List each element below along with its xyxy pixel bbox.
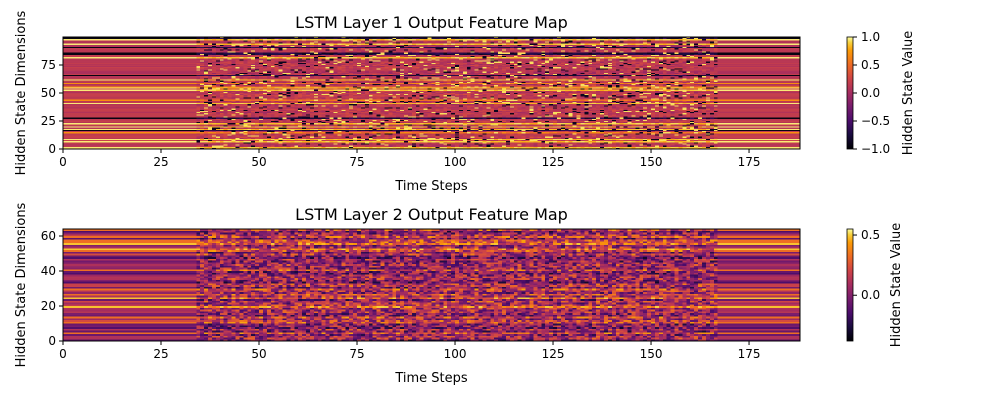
plot-frame-2 bbox=[62, 228, 801, 342]
x-tick-label: 125 bbox=[542, 347, 565, 361]
y-tick-label: 25 bbox=[41, 114, 56, 128]
x-tick-label: 175 bbox=[738, 155, 761, 169]
colorbar-tick-label: −1.0 bbox=[861, 142, 890, 156]
x-tick-label: 125 bbox=[542, 155, 565, 169]
y-tick-label: 20 bbox=[41, 299, 56, 313]
y-tick-label: 0 bbox=[48, 142, 56, 156]
x-tick-label: 150 bbox=[640, 347, 663, 361]
heatmap-2 bbox=[63, 229, 800, 341]
y-tick-label: 50 bbox=[41, 86, 56, 100]
x-tick-label: 175 bbox=[738, 347, 761, 361]
colorbar-ramp-1 bbox=[846, 36, 854, 150]
colorbar-tick-label: 0.0 bbox=[861, 288, 880, 302]
y-axis-label-1: Hidden State Dimensions bbox=[14, 10, 29, 175]
colorbar-1: 1.0 0.5 0.0 −0.5 −1.0 Hidden State Value bbox=[846, 30, 916, 156]
colorbar-tick-label: 0.5 bbox=[861, 228, 880, 242]
heatmap-image-1 bbox=[63, 37, 800, 149]
colorbar-ticks-1: 1.0 0.5 0.0 −0.5 −1.0 bbox=[853, 30, 890, 156]
colorbar-label-1: Hidden State Value bbox=[901, 31, 916, 156]
x-tick-label: 150 bbox=[640, 155, 663, 169]
heatmap-1 bbox=[63, 37, 800, 149]
colorbar-tick-label: −0.5 bbox=[861, 114, 890, 128]
colorbar-tick-label: 1.0 bbox=[861, 30, 880, 44]
colorbar-ticks-2: 0.5 0.0 bbox=[853, 228, 880, 302]
colorbar-label-2: Hidden State Value bbox=[889, 223, 904, 348]
x-axis-label-1: Time Steps bbox=[394, 179, 468, 194]
y-tick-label: 60 bbox=[41, 229, 56, 243]
heatmap-image-2 bbox=[63, 229, 800, 341]
y-tick-label: 40 bbox=[41, 264, 56, 278]
y-tick-label: 75 bbox=[41, 58, 56, 72]
x-tick-label: 25 bbox=[153, 347, 168, 361]
colorbar-tick-label: 0.5 bbox=[861, 58, 880, 72]
y-axis-label-2: Hidden State Dimensions bbox=[14, 202, 29, 367]
x-tick-label: 0 bbox=[59, 155, 67, 169]
x-tick-label: 25 bbox=[153, 155, 168, 169]
panel-layer-1: LSTM Layer 1 Output Feature Map 0 25 50 75 1… bbox=[14, 10, 916, 194]
y-tick-label: 0 bbox=[48, 334, 56, 348]
colorbar-tick-label: 0.0 bbox=[861, 86, 880, 100]
x-tick-label: 0 bbox=[59, 347, 67, 361]
x-tick-label: 50 bbox=[251, 347, 266, 361]
x-tick-label: 100 bbox=[444, 347, 467, 361]
y-axis-2: 0 20 40 60 bbox=[41, 229, 63, 348]
x-tick-label: 50 bbox=[251, 155, 266, 169]
chart-title-2: LSTM Layer 2 Output Feature Map bbox=[295, 205, 568, 224]
panel-layer-2: LSTM Layer 2 Output Feature Map 0 25 50 75 1… bbox=[14, 202, 904, 386]
x-tick-label: 100 bbox=[444, 155, 467, 169]
colorbar-ramp-2 bbox=[846, 228, 854, 342]
x-axis-label-2: Time Steps bbox=[394, 371, 468, 386]
y-axis-1: 0 25 50 75 bbox=[41, 58, 63, 156]
chart-title-1: LSTM Layer 1 Output Feature Map bbox=[295, 13, 568, 32]
colorbar-2: 0.5 0.0 Hidden State Value bbox=[846, 223, 904, 348]
x-axis-2: 0 25 50 75 100 125 150 175 bbox=[59, 341, 760, 361]
x-axis-1: 0 25 50 75 100 125 150 175 bbox=[59, 149, 760, 169]
x-tick-label: 75 bbox=[349, 347, 364, 361]
x-tick-label: 75 bbox=[349, 155, 364, 169]
